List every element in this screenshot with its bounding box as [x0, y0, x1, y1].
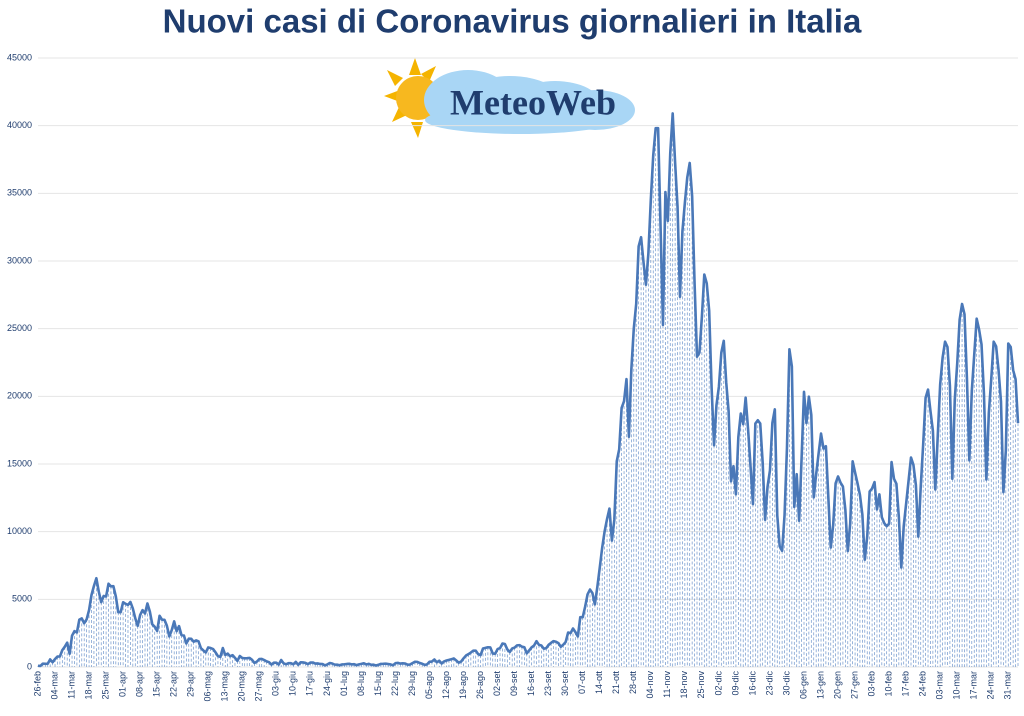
x-tick-label: 13-mag	[220, 671, 230, 702]
x-tick-label: 17-feb	[901, 671, 911, 697]
x-tick-label: 07-ott	[577, 671, 587, 695]
logo-text: MeteoWeb	[450, 82, 616, 122]
x-tick-label: 14-ott	[594, 671, 604, 695]
x-tick-label: 25-mar	[100, 671, 110, 700]
x-tick-label: 17-mar	[969, 671, 979, 700]
x-tick-label: 10-giu	[288, 671, 298, 696]
x-tick-label: 15-lug	[373, 671, 383, 696]
chart-title: Nuovi casi di Coronavirus giornalieri in…	[163, 3, 862, 40]
x-tick-label: 08-lug	[356, 671, 366, 696]
x-tick-label: 15-apr	[152, 671, 162, 697]
x-tick-label: 27-mag	[254, 671, 264, 702]
x-tick-label: 18-nov	[679, 671, 689, 699]
x-tick-label: 12-ago	[441, 671, 451, 699]
x-tick-label: 19-ago	[458, 671, 468, 699]
x-tick-label: 26-ago	[475, 671, 485, 699]
drop-lines	[37, 113, 1019, 667]
y-tick-label: 15000	[7, 458, 32, 468]
x-tick-label: 29-apr	[186, 671, 196, 697]
x-tick-label: 17-giu	[305, 671, 315, 696]
y-tick-label: 35000	[7, 188, 32, 198]
x-tick-label: 25-nov	[696, 671, 706, 699]
x-tick-label: 23-dic	[764, 671, 774, 696]
x-tick-label: 26-feb	[32, 671, 42, 697]
x-tick-label: 08-apr	[135, 671, 145, 697]
logo-cloud	[424, 70, 635, 134]
x-tick-label: 03-feb	[866, 671, 876, 697]
logo: MeteoWeb	[384, 58, 635, 138]
x-tick-label: 11-mar	[66, 671, 76, 699]
x-tick-label: 06-mag	[203, 671, 213, 702]
x-tick-label: 27-gen	[849, 671, 859, 699]
x-tick-label: 01-apr	[117, 671, 127, 697]
x-tick-label: 03-mar	[935, 671, 945, 700]
grid	[38, 57, 1018, 668]
x-tick-label: 02-set	[492, 671, 502, 697]
x-tick-label: 04-nov	[645, 671, 655, 699]
x-tick-label: 16-set	[526, 671, 536, 697]
x-tick-label: 21-ott	[611, 671, 621, 695]
x-tick-label: 10-feb	[883, 671, 893, 697]
y-tick-label: 5000	[12, 594, 32, 604]
y-tick-label: 40000	[7, 120, 32, 130]
x-tick-label: 06-gen	[798, 671, 808, 699]
x-tick-label: 11-nov	[662, 671, 672, 698]
x-tick-label: 09-dic	[730, 671, 740, 696]
y-tick-label: 30000	[7, 255, 32, 265]
x-tick-label: 24-giu	[322, 671, 332, 696]
y-tick-label: 25000	[7, 323, 32, 333]
x-tick-label: 01-lug	[339, 671, 349, 696]
x-tick-label: 03-giu	[271, 671, 281, 696]
x-tick-label: 30-set	[560, 671, 570, 697]
x-tick-label: 20-gen	[832, 671, 842, 699]
data-line	[37, 112, 1020, 668]
x-tick-label: 20-mag	[237, 671, 247, 702]
x-tick-label: 23-set	[543, 671, 553, 697]
x-tick-label: 28-ott	[628, 671, 638, 695]
x-tick-label: 24-feb	[918, 671, 928, 697]
x-tick-label: 16-dic	[747, 671, 757, 696]
x-tick-label: 22-lug	[390, 671, 400, 696]
x-tick-label: 13-gen	[815, 671, 825, 699]
y-tick-label: 45000	[7, 52, 32, 62]
y-tick-label: 0	[27, 661, 32, 671]
x-tick-label: 18-mar	[83, 671, 93, 700]
y-tick-label: 20000	[7, 391, 32, 401]
x-tick-label: 24-mar	[986, 671, 996, 700]
x-tick-label: 09-set	[509, 671, 519, 697]
x-tick-label: 31-mar	[1003, 671, 1013, 700]
y-tick-label: 10000	[7, 526, 32, 536]
x-tick-label: 05-ago	[424, 671, 434, 699]
x-tick-label: 02-dic	[713, 671, 723, 696]
x-tick-label: 29-lug	[407, 671, 417, 696]
x-tick-label: 30-dic	[781, 671, 791, 696]
x-tick-label: 04-mar	[49, 671, 59, 700]
x-tick-label: 10-mar	[952, 671, 962, 700]
x-tick-label: 22-apr	[169, 671, 179, 697]
